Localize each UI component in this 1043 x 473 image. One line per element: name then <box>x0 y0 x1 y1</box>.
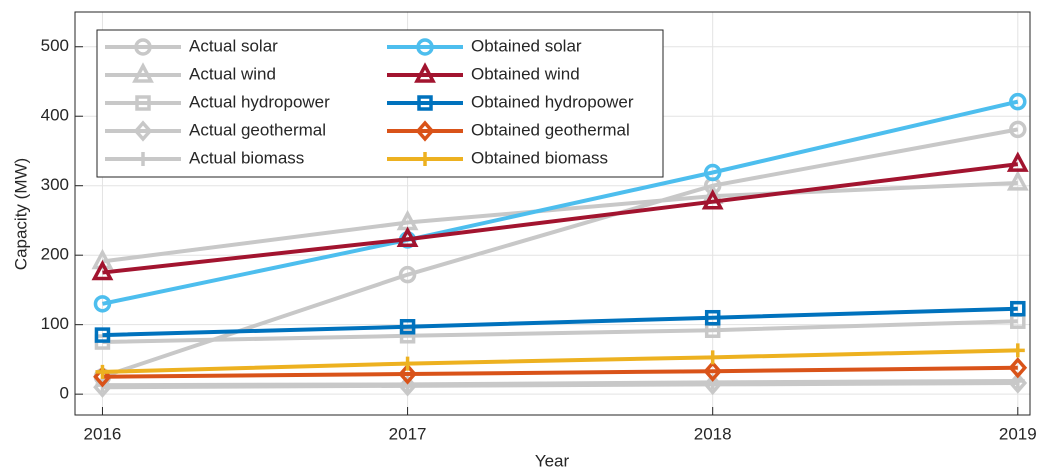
x-tick-label: 2018 <box>694 424 732 443</box>
legend-box <box>96 29 664 178</box>
data-point <box>703 360 723 382</box>
series-line <box>102 162 1019 275</box>
data-point <box>1006 151 1029 172</box>
data-point <box>704 309 721 326</box>
x-axis-label: Year <box>535 451 570 470</box>
data-point <box>95 364 110 379</box>
legend-marker <box>416 38 434 56</box>
legend-marker <box>135 95 151 111</box>
data-point <box>93 366 112 388</box>
legend-marker <box>133 120 153 142</box>
data-point <box>93 295 112 313</box>
legend-label: Actual solar <box>189 36 278 55</box>
legend-label: Obtained solar <box>471 36 582 55</box>
series-line <box>102 348 1018 374</box>
series-line <box>102 319 1018 345</box>
data-point <box>1010 300 1026 317</box>
legend-label: Actual hydropower <box>189 92 330 111</box>
plot-frame <box>74 11 1031 416</box>
data-point <box>1006 170 1029 191</box>
legend-label: Obtained wind <box>471 64 580 83</box>
legend-label: Obtained hydropower <box>471 92 634 111</box>
data-point <box>399 328 416 344</box>
legend-marker <box>415 120 435 142</box>
series-line <box>102 306 1018 338</box>
y-tick-label: 400 <box>41 106 69 125</box>
series-line <box>101 127 1019 379</box>
x-tick-label: 2019 <box>999 424 1037 443</box>
data-point <box>396 226 419 247</box>
data-point <box>398 265 417 284</box>
data-point <box>1008 357 1028 379</box>
legend-marker <box>136 152 150 166</box>
legend-marker <box>132 62 154 83</box>
data-point <box>701 188 724 210</box>
legend-marker <box>134 38 152 56</box>
legend-label: Actual wind <box>189 64 276 83</box>
data-point <box>1010 343 1025 358</box>
legend-label: Actual biomass <box>189 148 304 167</box>
legend-marker <box>414 62 436 83</box>
data-point <box>398 363 417 385</box>
y-tick-label: 200 <box>41 245 69 264</box>
series-line <box>102 378 1018 388</box>
legend-label: Obtained biomass <box>471 148 608 167</box>
data-point <box>91 259 114 281</box>
series-line <box>102 365 1018 379</box>
legend-label: Actual geothermal <box>189 120 326 139</box>
data-point <box>399 319 416 335</box>
legend-marker <box>418 152 432 166</box>
data-point <box>1009 120 1027 139</box>
legend-marker <box>417 95 433 111</box>
data-point <box>400 356 415 371</box>
y-axis-label: Capacity (MW) <box>11 158 30 270</box>
data-point <box>94 327 111 343</box>
y-tick-label: 300 <box>41 175 69 194</box>
data-point <box>1009 92 1027 111</box>
x-tick-label: 2017 <box>389 424 427 443</box>
data-point <box>703 163 722 182</box>
series-line <box>102 180 1018 264</box>
legend-label: Obtained geothermal <box>471 120 630 139</box>
series-line <box>102 99 1019 306</box>
data-point <box>705 350 720 365</box>
y-tick-label: 100 <box>41 314 69 333</box>
y-tick-label: 0 <box>60 384 69 403</box>
y-tick-label: 500 <box>41 36 69 55</box>
data-point <box>91 248 114 270</box>
x-tick-label: 2016 <box>84 424 122 443</box>
